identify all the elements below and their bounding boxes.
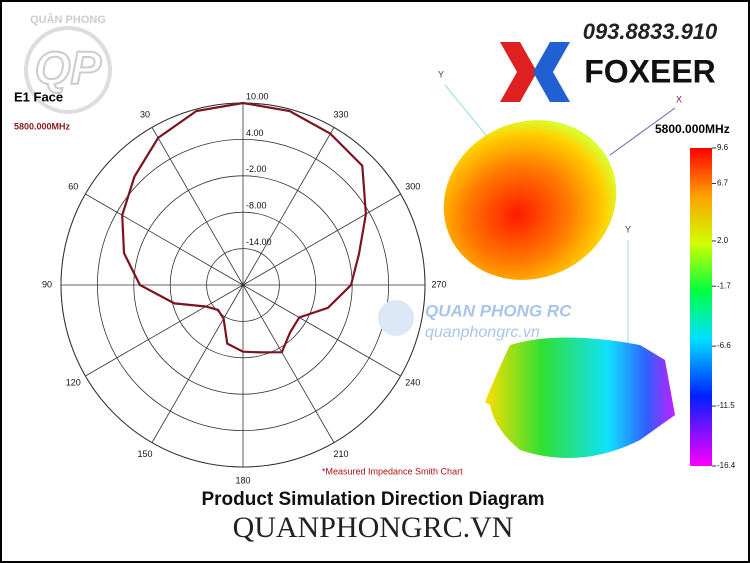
- theta-tick-label: 210: [333, 449, 348, 459]
- colorbar-ticks: 9.6 6.7 2.0 -1.7 -6.6 -11.5 -16.4: [712, 143, 736, 470]
- theta-tick-label: 180: [235, 475, 250, 485]
- theta-tick-label: 60: [68, 181, 78, 191]
- spoke: [151, 127, 244, 286]
- colorbar-label: -11.5: [717, 401, 735, 410]
- colorbar-label: 6.7: [717, 179, 729, 188]
- theta-tick-label: 150: [137, 449, 152, 459]
- spoke: [151, 284, 244, 443]
- r-tick-label: 10.00: [246, 91, 269, 101]
- r-tick-label: -14.00: [246, 237, 272, 247]
- watermark-ring: [24, 26, 112, 114]
- theta-tick-label: 90: [42, 279, 52, 289]
- theta-tick-label: 120: [66, 377, 81, 387]
- brand: FOXEER: [584, 53, 716, 89]
- watermark-logo: QP: [35, 42, 102, 94]
- pattern-3d-bottom: [485, 337, 675, 458]
- chart-note: *Measured Impedance Smith Chart: [322, 466, 463, 476]
- axis-label: Y: [625, 224, 631, 234]
- colorbar-label: 2.0: [717, 236, 729, 245]
- theta-tick-label: 240: [405, 377, 420, 387]
- spoke: [85, 193, 244, 286]
- spoke: [85, 284, 244, 377]
- r-tick-label: -8.00: [246, 201, 267, 211]
- colorbar-label: 9.6: [717, 143, 729, 152]
- chart-subtitle: 5800.000MHz: [14, 121, 71, 131]
- theta-tick-label: 330: [333, 110, 348, 120]
- caption: Product Simulation Direction Diagram: [201, 489, 544, 510]
- polar-chart: 10.00 4.00 -2.00 -8.00 -14.00 30 60 90 120 150 180…: [42, 91, 447, 485]
- theta-tick-label: 30: [140, 110, 150, 120]
- frequency: 5800.000MHz: [655, 122, 730, 136]
- spoke: [242, 284, 335, 443]
- colorbar-label: -1.7: [717, 281, 731, 290]
- logo-right: [533, 42, 570, 102]
- spoke: [242, 193, 401, 286]
- watermark-name: QUAN PHONG RC: [425, 301, 572, 320]
- site: QUANPHONGRC.VN: [233, 511, 514, 544]
- watermark-url: quanphongrc.vn: [425, 324, 540, 341]
- colorbar-label: -6.6: [717, 341, 731, 350]
- pattern-curve: [121, 101, 368, 354]
- chart-title: E1 Face: [14, 89, 63, 104]
- colorbar-label: -16.4: [717, 461, 736, 470]
- theta-tick-label: 270: [431, 279, 446, 289]
- colorbar: [690, 148, 712, 466]
- logo-left: [500, 42, 537, 102]
- phone: 093.8833.910: [583, 19, 718, 44]
- r-tick-label: 4.00: [246, 128, 264, 138]
- watermark-icon: [378, 300, 414, 336]
- axis-label: X: [676, 94, 682, 104]
- spoke: [242, 284, 401, 377]
- pattern-3d-top: [443, 120, 617, 280]
- axis-label: Y: [438, 69, 444, 79]
- spoke: [242, 127, 335, 286]
- r-tick-label: -2.00: [246, 164, 267, 174]
- watermark-arc: QUÂN PHONG: [30, 13, 106, 26]
- axis-line: [444, 84, 491, 141]
- axis-line: [609, 107, 676, 156]
- theta-tick-label: 300: [405, 181, 420, 191]
